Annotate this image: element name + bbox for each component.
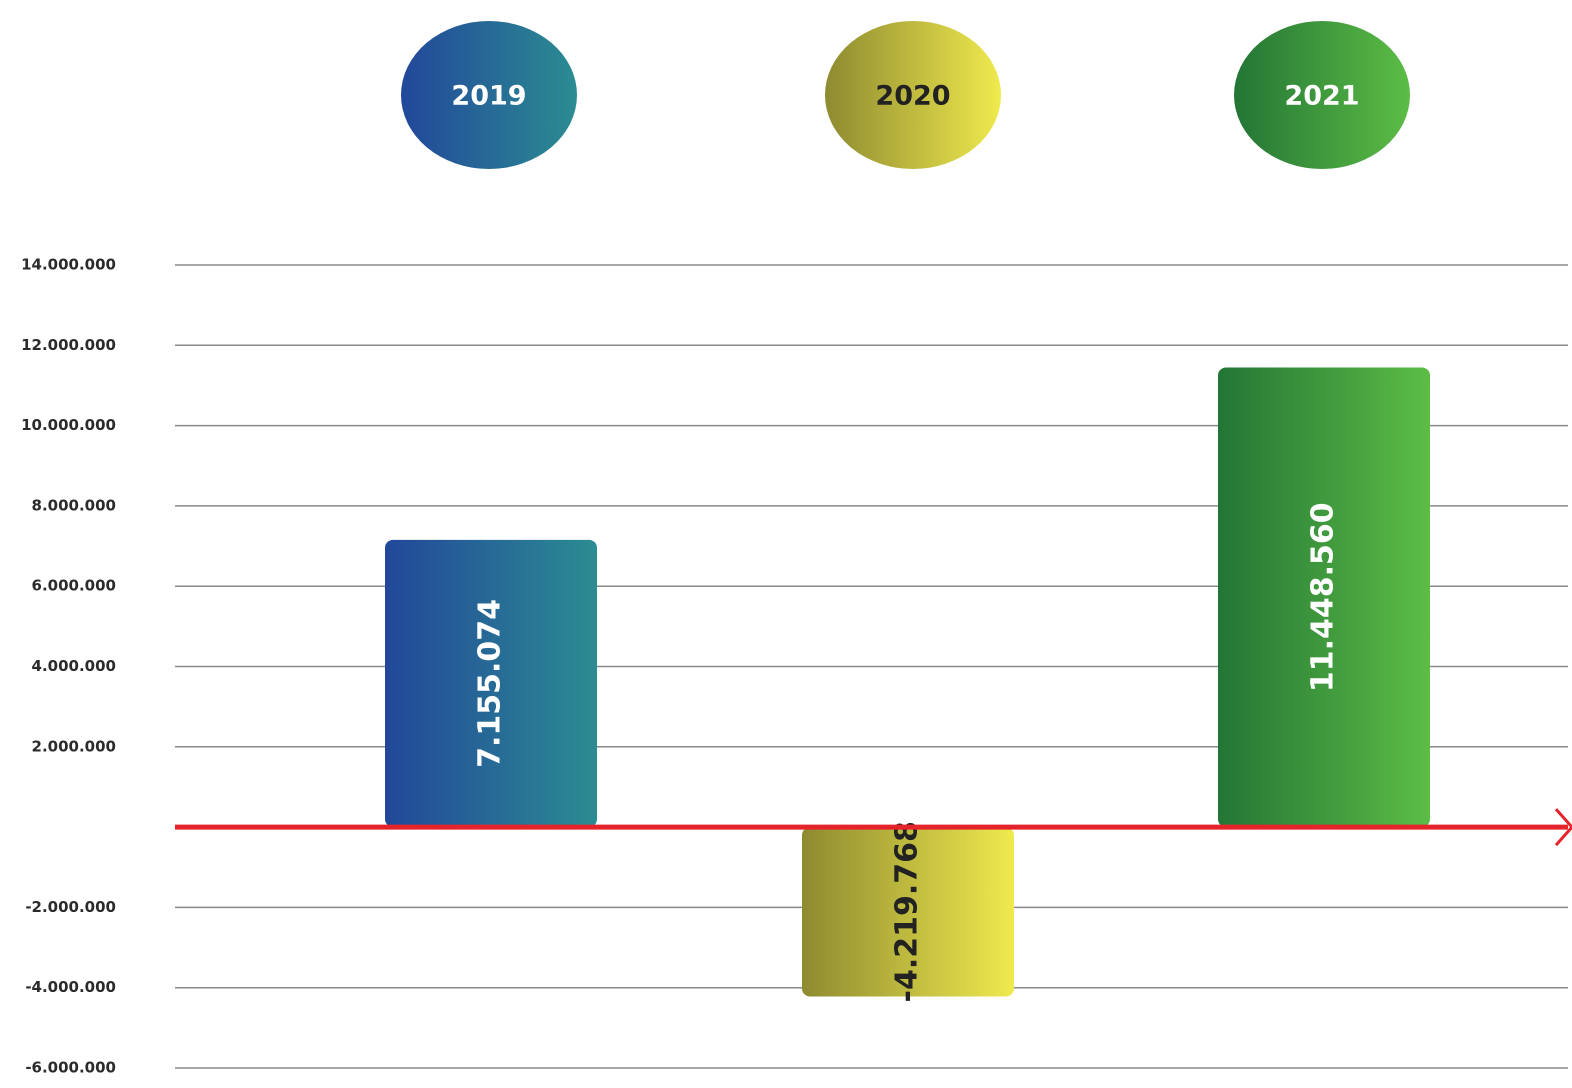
value-label: 11.448.560 — [1306, 502, 1341, 692]
y-tick-label: -4.000.000 — [25, 978, 116, 996]
y-tick-label: 4.000.000 — [32, 657, 116, 675]
category-label: 2021 — [1284, 81, 1359, 112]
category-label: 2019 — [451, 81, 526, 112]
y-tick-label: 10.000.000 — [21, 416, 116, 434]
page: {"chart_data": {"type": "bar", "categori… — [0, 0, 1572, 1088]
y-tick-label: 8.000.000 — [32, 496, 116, 514]
value-label: -4.219.768 — [890, 821, 925, 1002]
y-tick-label: 6.000.000 — [32, 577, 116, 595]
value-label: 7.155.074 — [473, 599, 508, 768]
chart: -6.000.000 -4.000.000 -2.000.000 2.000.000 4… — [0, 0, 1572, 1088]
y-tick-label: 12.000.000 — [21, 336, 116, 354]
y-tick-label: 14.000.000 — [21, 256, 116, 274]
y-tick-label: 2.000.000 — [32, 737, 116, 755]
y-tick-label: -2.000.000 — [25, 898, 116, 916]
category-label: 2020 — [875, 81, 950, 112]
y-tick-label: -6.000.000 — [25, 1059, 116, 1077]
